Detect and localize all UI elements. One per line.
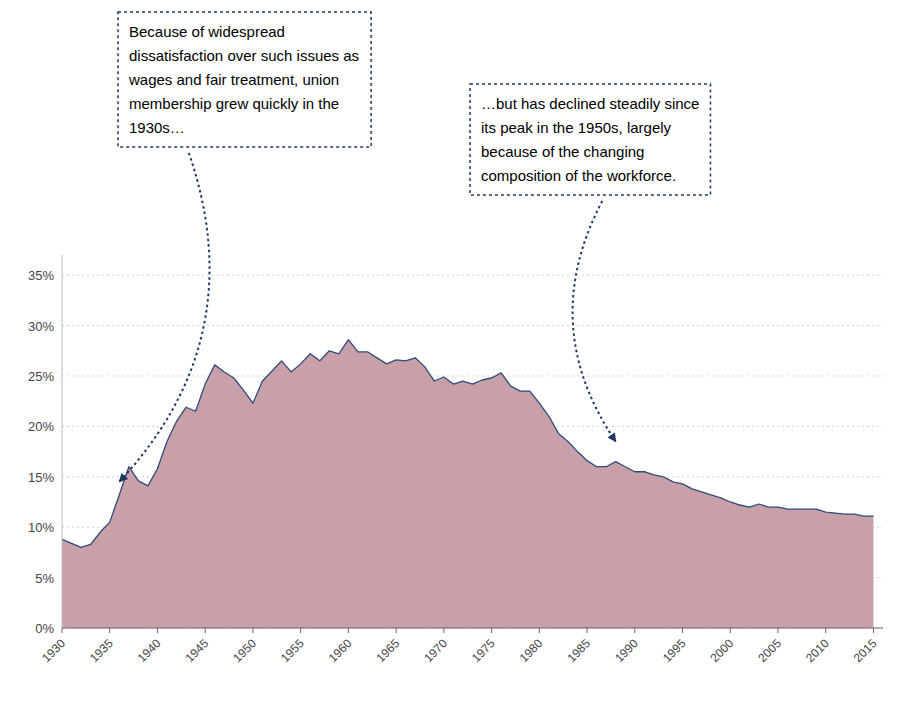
y-tick-label: 0% bbox=[35, 621, 54, 636]
y-tick-label: 30% bbox=[28, 319, 54, 334]
x-tick bbox=[157, 628, 158, 633]
annotation-line: composition of the workforce. bbox=[481, 167, 676, 184]
annotation-line: its peak in the 1950s, largely bbox=[481, 119, 672, 136]
x-tick bbox=[300, 628, 301, 633]
x-tick bbox=[109, 628, 110, 633]
annotation-box: Because of widespread dissatisfaction ove… bbox=[118, 12, 371, 147]
chart: 0% 5% 10% 15% 20% 25% 30% 35% 1930 1935 1940 1945 19… bbox=[0, 0, 903, 710]
annotation-line: Because of widespread bbox=[129, 23, 285, 40]
x-tick-label: 2000 bbox=[708, 636, 737, 665]
grid-line bbox=[62, 375, 883, 376]
x-tick bbox=[62, 628, 63, 633]
annotation-line: …but has declined steadily since bbox=[481, 95, 699, 112]
x-tick-label: 1930 bbox=[39, 636, 68, 665]
area bbox=[62, 340, 873, 628]
y-tick-label: 15% bbox=[28, 470, 54, 485]
y-tick-label: 5% bbox=[35, 571, 54, 586]
x-tick-label: 1985 bbox=[564, 636, 593, 665]
grid-line bbox=[62, 628, 883, 629]
x-tick bbox=[252, 628, 253, 633]
x-tick bbox=[443, 628, 444, 633]
annotation-frame bbox=[118, 12, 371, 147]
plot-data bbox=[62, 340, 873, 628]
x-tick-label: 1950 bbox=[230, 636, 259, 665]
x-tick bbox=[348, 628, 349, 633]
x-tick bbox=[730, 628, 731, 633]
x-tick bbox=[205, 628, 206, 633]
x-tick bbox=[587, 628, 588, 633]
x-tick bbox=[396, 628, 397, 633]
x-tick-label: 1965 bbox=[373, 636, 402, 665]
y-tick-label: 10% bbox=[28, 520, 54, 535]
x-tick-label: 1960 bbox=[326, 636, 355, 665]
x-axis bbox=[62, 628, 883, 629]
x-tick-label: 2015 bbox=[851, 636, 880, 665]
grid-line bbox=[62, 325, 883, 326]
x-tick-label: 1990 bbox=[612, 636, 641, 665]
x-tick bbox=[491, 628, 492, 633]
y-tick-label: 35% bbox=[28, 268, 54, 283]
x-tick-label: 2010 bbox=[803, 636, 832, 665]
x-tick bbox=[539, 628, 540, 633]
grid bbox=[62, 275, 883, 628]
annotation-line: membership grew quickly in the bbox=[129, 95, 339, 112]
grid-line bbox=[62, 275, 883, 276]
y-tick-label: 25% bbox=[28, 369, 54, 384]
x-tick-label: 1935 bbox=[87, 636, 116, 665]
annotation-text: Because of widespread dissatisfaction ove… bbox=[128, 23, 359, 136]
x-tick-label: 1955 bbox=[278, 636, 307, 665]
y-axis bbox=[62, 255, 63, 628]
annotation-box: …but has declined steadily since its peak… bbox=[470, 84, 710, 195]
annotation-line: because of the changing bbox=[481, 143, 644, 160]
annotation-line: wages and fair treatment, union bbox=[128, 71, 339, 88]
x-tick-label: 1980 bbox=[517, 636, 546, 665]
annotation-line: dissatisfaction over such issues as bbox=[129, 47, 359, 64]
x-tick bbox=[682, 628, 683, 633]
annotation-arrow bbox=[119, 153, 209, 482]
annotation-text: …but has declined steadily since its peak… bbox=[481, 95, 699, 184]
x-tick-label: 1945 bbox=[183, 636, 212, 665]
x-tick-label: 1970 bbox=[421, 636, 450, 665]
annotation-frame bbox=[470, 84, 710, 195]
annotation-arrow bbox=[573, 201, 616, 442]
x-tick bbox=[873, 628, 874, 633]
y-tick-label: 20% bbox=[28, 419, 54, 434]
x-tick bbox=[777, 628, 778, 633]
x-tick-label: 1940 bbox=[135, 636, 164, 665]
x-tick bbox=[634, 628, 635, 633]
x-tick bbox=[825, 628, 826, 633]
annotation-line: 1930s… bbox=[129, 119, 185, 136]
x-tick-label: 1975 bbox=[469, 636, 498, 665]
x-tick-label: 1995 bbox=[660, 636, 689, 665]
line bbox=[62, 340, 873, 548]
x-tick-label: 2005 bbox=[755, 636, 784, 665]
